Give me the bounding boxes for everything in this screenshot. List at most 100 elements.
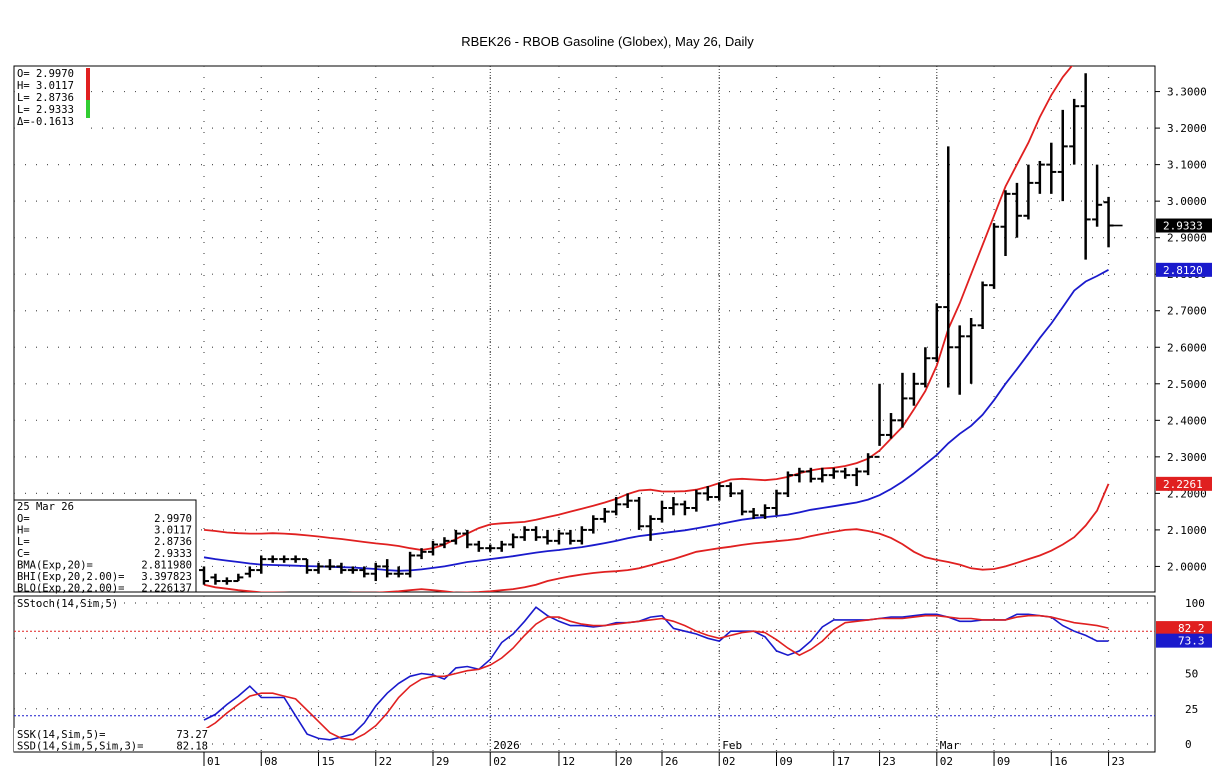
- ohlc-bar: [782, 471, 793, 498]
- ohlc-bar: [210, 573, 221, 585]
- ohlc-bar: [279, 555, 290, 563]
- ohlc-bar: [634, 497, 645, 530]
- stoch-info-value: 73.27: [176, 729, 208, 741]
- ssd-line: [203, 614, 1109, 741]
- ohlc-bar: [760, 504, 771, 519]
- stoch-lines: [203, 606, 1109, 741]
- ohlc-bar: [576, 526, 587, 545]
- ohlc-bar: [714, 482, 725, 501]
- ohlc-bar: [817, 467, 828, 483]
- price-axis-label: 3.2000: [1167, 122, 1207, 135]
- ohlc-bar: [382, 559, 393, 578]
- x-period-label: 2026: [493, 739, 520, 752]
- ohlc-bar: [611, 497, 622, 516]
- ohlc-bars: [199, 73, 1114, 585]
- chart-title: RBEK26 - RBOB Gasoline (Globex), May 26,…: [461, 34, 754, 49]
- ohlc-bar: [1069, 98, 1080, 165]
- stoch-axis-label: 0: [1185, 738, 1192, 751]
- info-label: C=: [17, 548, 30, 560]
- ohlc-bar: [874, 383, 885, 458]
- ohlc-bar: [324, 559, 335, 571]
- x-axis-label: 02: [940, 755, 953, 768]
- x-period-label: Feb: [722, 739, 742, 752]
- header-range-red: [86, 88, 90, 100]
- ohlc-bar: [244, 566, 255, 578]
- ohlc-bar: [748, 507, 759, 519]
- info-box: [13, 499, 197, 593]
- x-axis-label: 02: [722, 755, 735, 768]
- ohlc-bar: [370, 562, 381, 582]
- ohlc-bar: [1034, 160, 1045, 194]
- ohlc-bar: [1057, 109, 1068, 202]
- price-panel-border: [13, 65, 1156, 593]
- price-axis-label: 2.4000: [1167, 414, 1207, 427]
- stoch-info-value: 82.18: [176, 741, 208, 753]
- price-axis-label: 3.1000: [1167, 159, 1207, 172]
- ohlc-bar: [588, 515, 599, 534]
- price-label-box: [1156, 476, 1212, 491]
- ohlc-bar: [691, 489, 702, 512]
- ohlc-bar: [553, 529, 564, 545]
- price-axis-label: 3.3000: [1167, 86, 1207, 99]
- stoch-axis-label: 25: [1185, 703, 1198, 716]
- ohlc-bar: [805, 467, 816, 483]
- ohlc-bar: [771, 489, 782, 516]
- x-axis-label: 12: [562, 755, 575, 768]
- ohlc-bar: [1000, 190, 1011, 256]
- info-label: BHI(Exp,20,2.00)=: [17, 571, 124, 583]
- x-axis-label: 16: [1054, 755, 1067, 768]
- price-label: 2.2261: [1163, 478, 1203, 491]
- price-label: 2.8120: [1163, 264, 1203, 277]
- ohlc-bar: [405, 551, 416, 578]
- x-axis-label: 15: [322, 755, 335, 768]
- header-range-green: [86, 100, 90, 118]
- stoch-axis-label: 100: [1185, 597, 1205, 610]
- ohlc-bar: [828, 467, 839, 479]
- info-label: H=: [17, 525, 30, 537]
- ohlc-bar: [199, 566, 209, 585]
- header-range-red: [86, 68, 90, 88]
- header-box: [15, 67, 89, 129]
- header-box-line: L= 2.9333: [17, 104, 74, 116]
- info-value: 2.9333: [154, 548, 192, 560]
- ohlc-bar: [508, 533, 519, 549]
- ohlc-bar: [302, 558, 313, 574]
- ohlc-bar: [531, 526, 542, 541]
- ohlc-bar: [233, 573, 244, 583]
- info-label: O=: [17, 513, 30, 525]
- ohlc-bar: [416, 548, 427, 560]
- header-box-line: O= 2.9970: [17, 68, 74, 80]
- ohlc-bar: [313, 562, 324, 574]
- ohlc-bar: [1092, 164, 1103, 227]
- info-date: 25 Mar 26: [17, 501, 74, 513]
- info-value: 3.397823: [141, 571, 192, 583]
- price-axis-label: 2.0000: [1167, 560, 1207, 573]
- stoch-label: 82.2: [1178, 622, 1205, 635]
- stoch-label: 73.3: [1178, 635, 1205, 648]
- ohlc-bar: [851, 467, 862, 487]
- x-axis-label: 23: [883, 755, 896, 768]
- upper-band-line: [203, 66, 1073, 551]
- ohlc-bar: [221, 577, 232, 585]
- stoch-info-box: [14, 728, 210, 752]
- ohlc-bar: [428, 540, 438, 556]
- ohlc-bar: [920, 347, 931, 388]
- bollinger-bands: [203, 66, 1110, 592]
- x-axis-label: 02: [493, 755, 506, 768]
- ohlc-bar: [668, 497, 679, 516]
- ohlc-bar: [1011, 182, 1022, 238]
- ohlc-bar: [943, 146, 954, 388]
- x-axis-label: 29: [436, 755, 449, 768]
- info-label: BMA(Exp,20)=: [17, 559, 93, 571]
- ohlc-bar: [347, 566, 358, 574]
- ohlc-bar: [450, 529, 461, 545]
- stoch-label-box: [1156, 633, 1212, 648]
- info-value: 2.8736: [154, 536, 192, 548]
- ohlc-bar: [542, 529, 553, 545]
- ohlc-bar: [702, 486, 713, 501]
- ohlc-bar: [439, 537, 450, 549]
- ohlc-bar: [1103, 196, 1114, 248]
- vertical-gridlines: [203, 66, 1110, 752]
- ohlc-bar: [954, 325, 965, 395]
